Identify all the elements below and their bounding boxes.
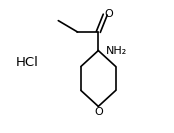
Text: HCl: HCl (15, 56, 38, 69)
Text: O: O (105, 9, 113, 19)
Text: NH₂: NH₂ (106, 45, 127, 56)
Text: O: O (94, 107, 103, 117)
